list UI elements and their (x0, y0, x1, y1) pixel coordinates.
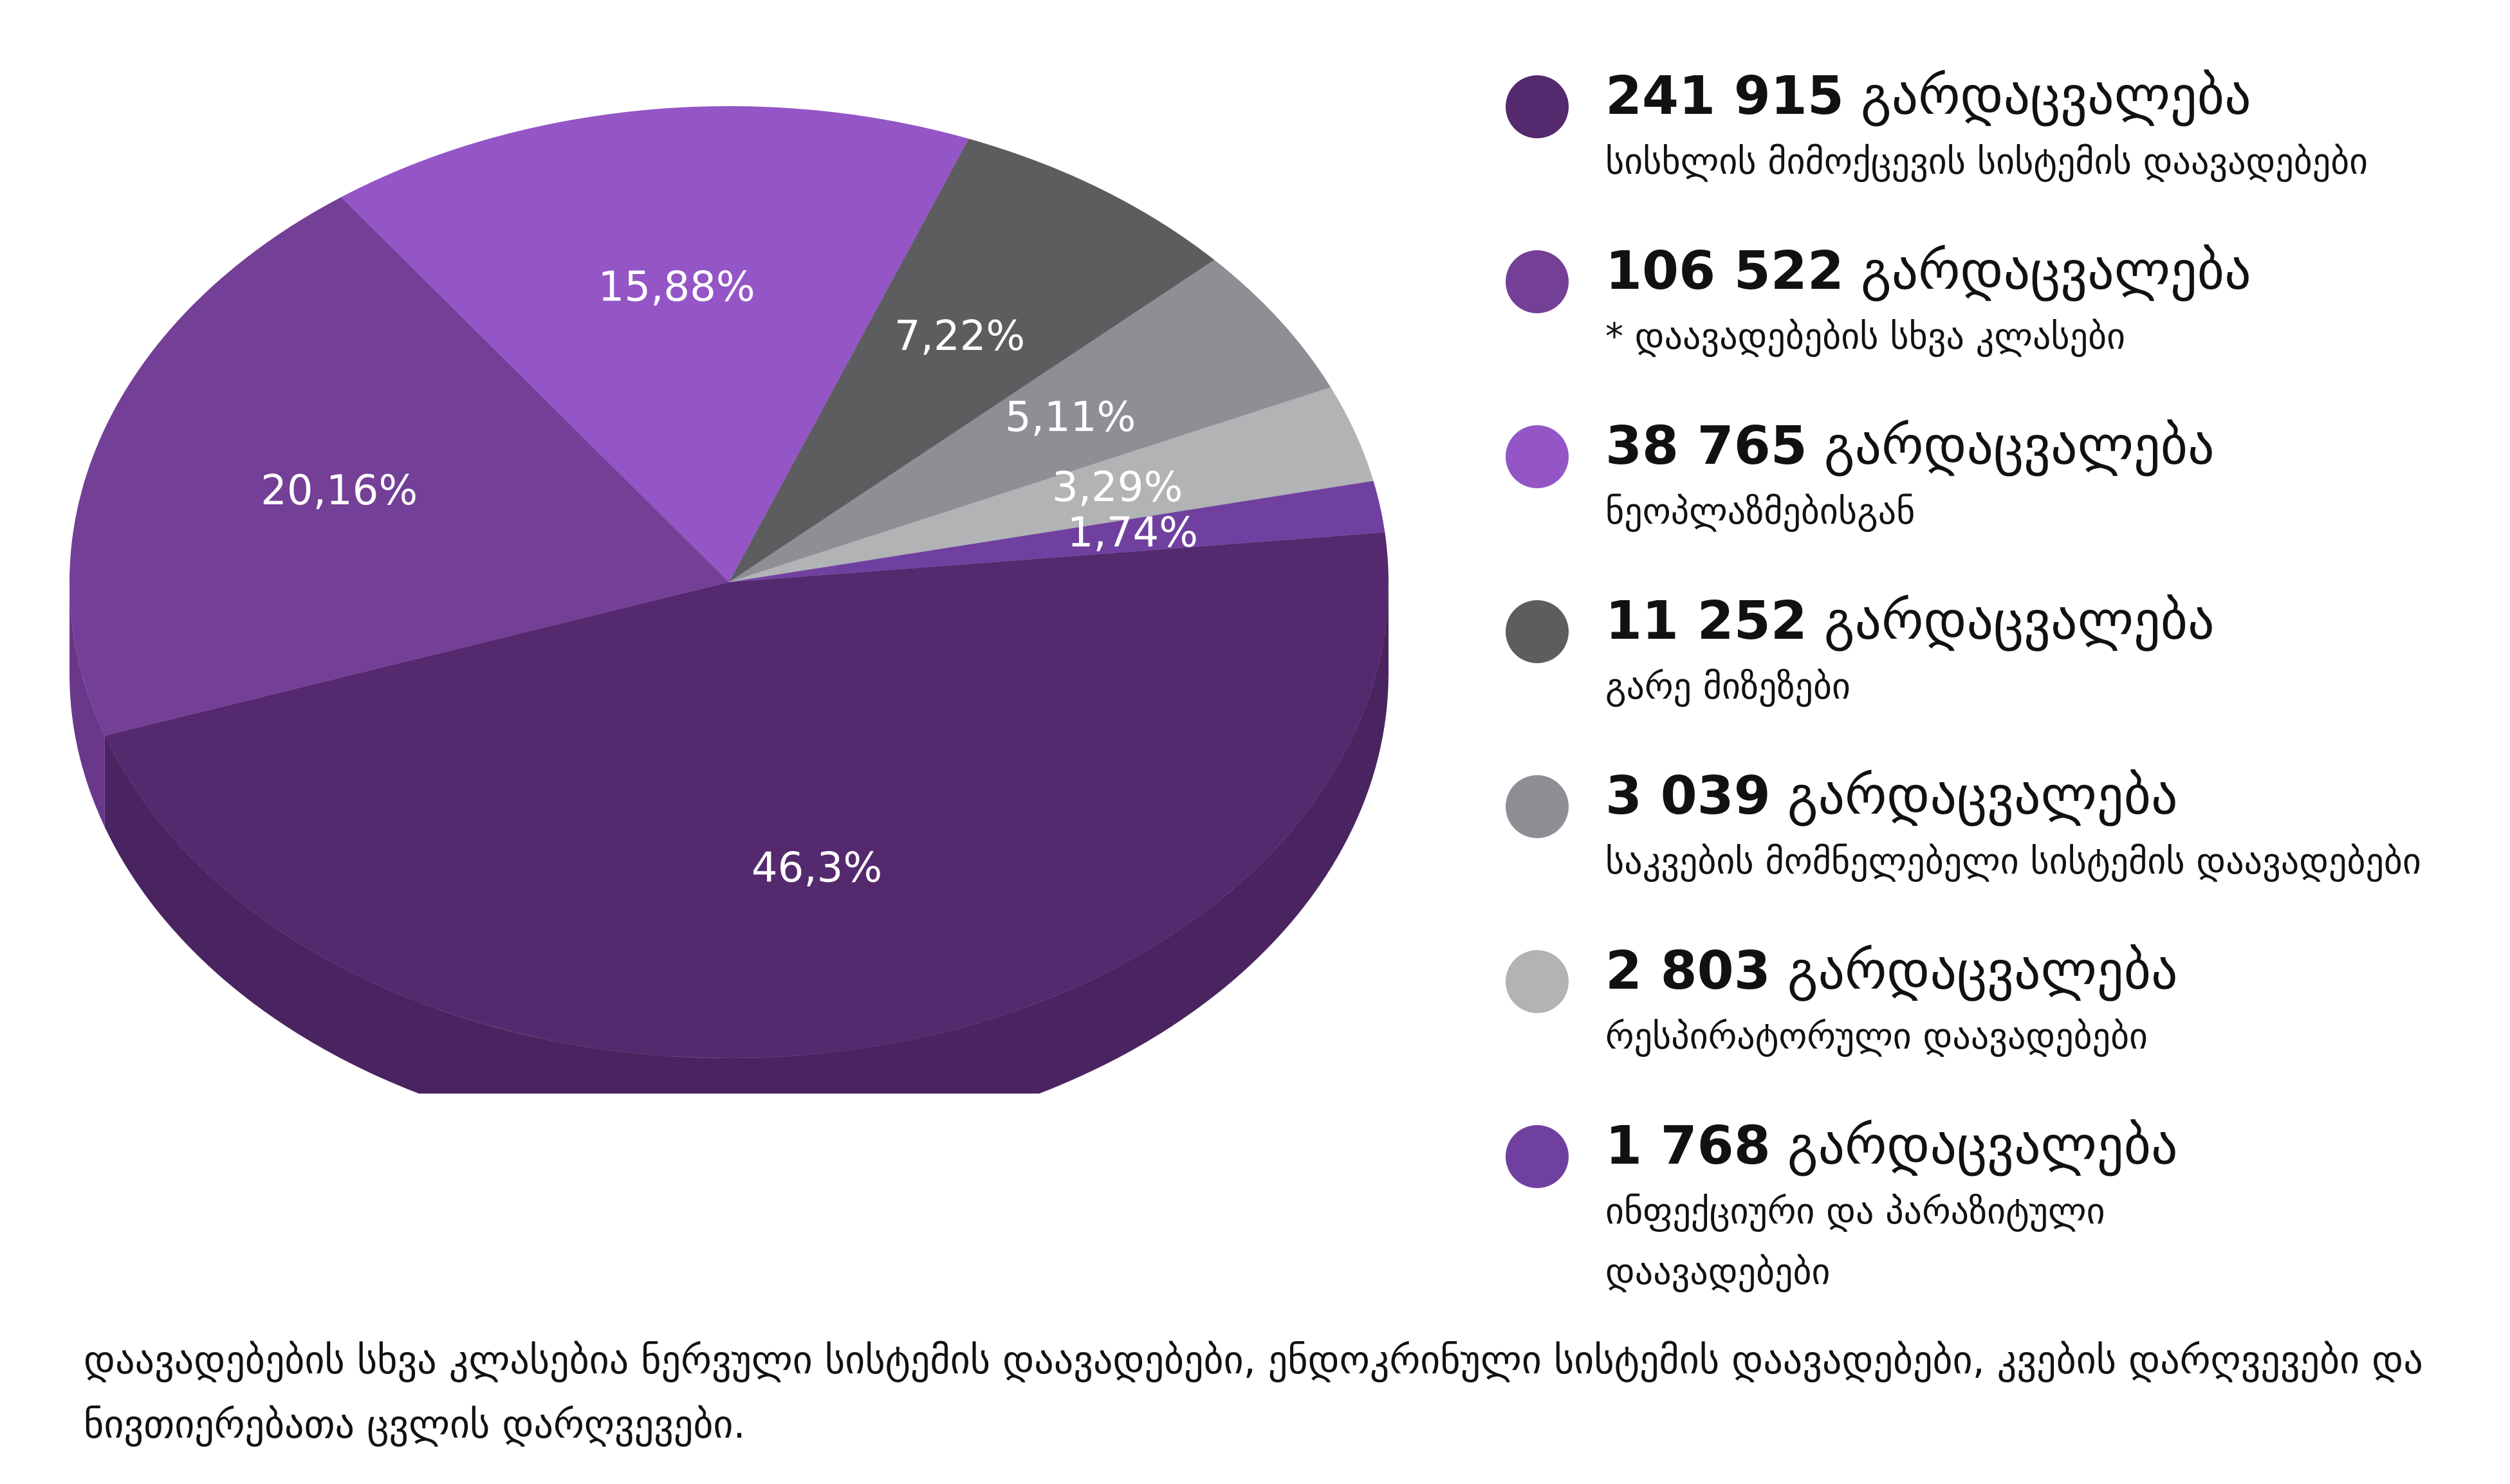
legend-item: 1 768 გარდაცვალება ინფექციური და პარაზიტ… (1506, 1111, 2496, 1293)
legend-marker-circle (1506, 950, 1569, 1013)
legend-text: 38 765 გარდაცვალება ნეოპლაზმებისგან (1605, 411, 2496, 542)
legend-value: 241 915 (1605, 66, 1844, 127)
legend-description: სისხლის მიმოქცევის სისტემის დაავადებები (1605, 141, 2368, 183)
legend-marker-circle (1506, 425, 1569, 488)
pie-slice-label: 15,88% (598, 264, 755, 311)
legend-value: 38 765 (1605, 416, 1807, 477)
pie-slice (729, 481, 1385, 582)
pie-slice-label: 7,22% (894, 313, 1025, 360)
legend-text: 11 252 გარდაცვალება გარე მიზეზები (1605, 586, 2496, 717)
legend-unit: გარდაცვალება (1860, 66, 2251, 127)
legend-marker-circle (1506, 75, 1569, 138)
legend-value: 11 252 (1605, 591, 1807, 652)
legend-heading: 106 522 გარდაცვალება (1605, 236, 2496, 307)
legend-heading: 3 039 გარდაცვალება (1605, 761, 2496, 832)
legend-item: 38 765 გარდაცვალება ნეოპლაზმებისგან (1506, 411, 2496, 586)
legend-description: საკვების მომნელებელი სისტემის დაავადებებ… (1605, 841, 2421, 883)
pie-slice-label: 46,3% (752, 845, 882, 892)
legend-text: 2 803 გარდაცვალება რესპირატორული დაავადე… (1605, 936, 2496, 1067)
legend-description: რესპირატორული დაავადებები (1605, 1016, 2148, 1058)
pie-slice (104, 532, 1389, 1058)
pie-slice-side (69, 582, 105, 827)
legend-description: ნეოპლაზმებისგან (1605, 491, 1915, 533)
legend-item: 106 522 გარდაცვალება * დაავადებების სხვა… (1506, 236, 2496, 411)
legend-unit: გარდაცვალება (1823, 416, 2215, 477)
legend-heading: 2 803 გარდაცვალება (1605, 936, 2496, 1007)
pie-labels: 46,3% 20,16% 15,88% 7,22% 5,11% 3,29%1,74% (261, 264, 1198, 892)
pie-slice-label: 5,11% (1005, 394, 1136, 441)
legend-marker-circle (1506, 600, 1569, 663)
pie-sides (69, 582, 1389, 1094)
legend-unit: გარდაცვალება (1787, 940, 2178, 1002)
pie-slice (341, 105, 969, 582)
legend-item: 241 915 გარდაცვალება სისხლის მიმოქცევის … (1506, 61, 2496, 236)
legend-text: 3 039 გარდაცვალება საკვების მომნელებელი … (1605, 761, 2496, 892)
legend-value: 106 522 (1605, 241, 1844, 302)
legend-item: 2 803 გარდაცვალება რესპირატორული დაავადე… (1506, 936, 2496, 1111)
legend-text: 241 915 გარდაცვალება სისხლის მიმოქცევის … (1605, 61, 2496, 192)
footnote: დაავადებების სხვა კლასებია ნერვული სისტე… (84, 1338, 2423, 1447)
legend-marker-circle (1506, 775, 1569, 838)
pie-tops (69, 105, 1389, 1058)
pie-slice (729, 138, 1215, 582)
pie-slice-label: 1,74% (1067, 509, 1198, 557)
legend-unit: გარდაცვალება (1787, 765, 2178, 827)
legend-value: 2 803 (1605, 940, 1771, 1002)
legend-marker-circle (1506, 1125, 1569, 1188)
legend-heading: 38 765 გარდაცვალება (1605, 411, 2496, 482)
legend-unit: გარდაცვალება (1860, 241, 2251, 302)
legend-heading: 11 252 გარდაცვალება (1605, 586, 2496, 657)
legend-heading: 241 915 გარდაცვალება (1605, 61, 2496, 132)
pie-chart: 46,3% 20,16% 15,88% 7,22% 5,11% 3,29%1,74% (69, 105, 1389, 1094)
pie-slice-label: 3,29% (1052, 464, 1183, 511)
legend-text: 106 522 გარდაცვალება * დაავადებების სხვა… (1605, 236, 2496, 367)
legend-unit: გარდაცვალება (1823, 591, 2215, 652)
legend-unit: გარდაცვალება (1787, 1115, 2178, 1177)
legend-description: გარე მიზეზები (1605, 666, 1850, 708)
legend-marker-circle (1506, 250, 1569, 313)
legend: 241 915 გარდაცვალება სისხლის მიმოქცევის … (1506, 61, 2496, 1293)
pie-slice-label: 20,16% (261, 467, 418, 515)
legend-heading: 1 768 გარდაცვალება (1605, 1111, 2496, 1182)
legend-value: 3 039 (1605, 765, 1771, 827)
legend-value: 1 768 (1605, 1115, 1771, 1177)
pie-slice (729, 259, 1331, 582)
legend-item: 11 252 გარდაცვალება გარე მიზეზები (1506, 586, 2496, 761)
pie-slice (69, 197, 729, 736)
legend-item: 3 039 გარდაცვალება საკვების მომნელებელი … (1506, 761, 2496, 936)
pie-slice (729, 387, 1374, 582)
legend-description: * დაავადებების სხვა კლასები (1605, 316, 2126, 358)
legend-description: ინფექციური და პარაზიტული დაავადებები (1605, 1191, 2105, 1293)
legend-text: 1 768 გარდაცვალება ინფექციური და პარაზიტ… (1605, 1111, 2496, 1303)
